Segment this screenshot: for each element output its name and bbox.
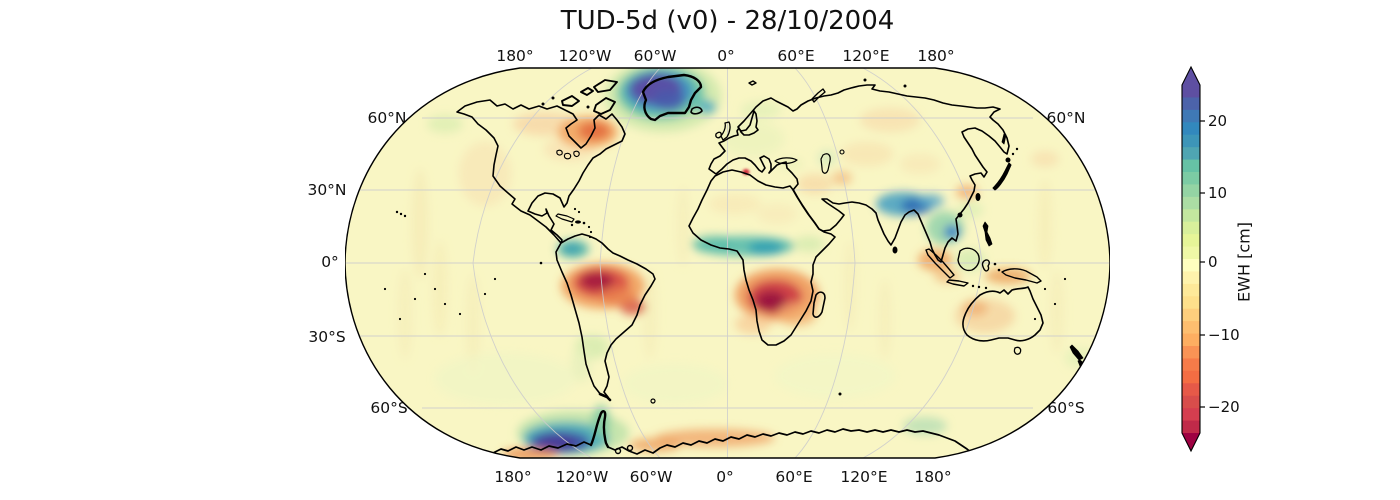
lon-label-top-0: 0° — [717, 47, 735, 65]
lon-label-bottom-180e: 180° — [914, 468, 952, 486]
lat-label-left-60n: 60°N — [367, 109, 407, 127]
lat-label-left-60s: 60°S — [370, 399, 408, 417]
lat-label-left-30s: 30°S — [308, 328, 346, 346]
lon-label-top-60e: 60°E — [777, 47, 815, 65]
colorbar — [1181, 65, 1205, 453]
colorbar-tick-neg10: −10 — [1208, 326, 1240, 344]
lon-label-top-180w: 180° — [496, 47, 534, 65]
colorbar-tick-0: 0 — [1208, 253, 1218, 271]
colorbar-segments — [1182, 85, 1200, 434]
lat-label-left-0: 0° — [321, 253, 339, 271]
colorbar-arrow-bottom — [1182, 433, 1200, 451]
world-map — [345, 67, 1110, 459]
colorbar-arrow-top — [1182, 67, 1200, 85]
lon-label-top-60w: 60°W — [633, 47, 677, 65]
lon-label-top-120e: 120°E — [842, 47, 890, 65]
lon-label-top-180e: 180° — [917, 47, 955, 65]
lat-label-right-60s: 60°S — [1047, 399, 1085, 417]
coastlines — [383, 73, 1091, 456]
lon-label-bottom-180w: 180° — [494, 468, 532, 486]
lon-label-bottom-120e: 120°E — [840, 468, 888, 486]
lon-label-top-120w: 120°W — [558, 47, 612, 65]
lon-label-bottom-120w: 120°W — [555, 468, 609, 486]
lat-label-right-60n: 60°N — [1046, 109, 1086, 127]
colorbar-axis-label: EWH [cm] — [1234, 222, 1254, 302]
lon-label-bottom-60e: 60°E — [775, 468, 813, 486]
colorbar-tick-20: 20 — [1208, 112, 1228, 130]
colorbar-tick-neg20: −20 — [1208, 398, 1240, 416]
gridlines — [345, 67, 1110, 459]
plot-title: TUD-5d (v0) - 28/10/2004 — [560, 6, 895, 36]
lon-label-bottom-0: 0° — [716, 468, 734, 486]
map-boundary — [345, 67, 1110, 459]
colorbar-tick-10: 10 — [1208, 184, 1228, 202]
lat-label-left-30n: 30°N — [307, 181, 347, 199]
colorbar-tick-marks — [1200, 120, 1205, 408]
lon-label-bottom-60w: 60°W — [629, 468, 673, 486]
colorbar-outline — [1181, 65, 1201, 453]
